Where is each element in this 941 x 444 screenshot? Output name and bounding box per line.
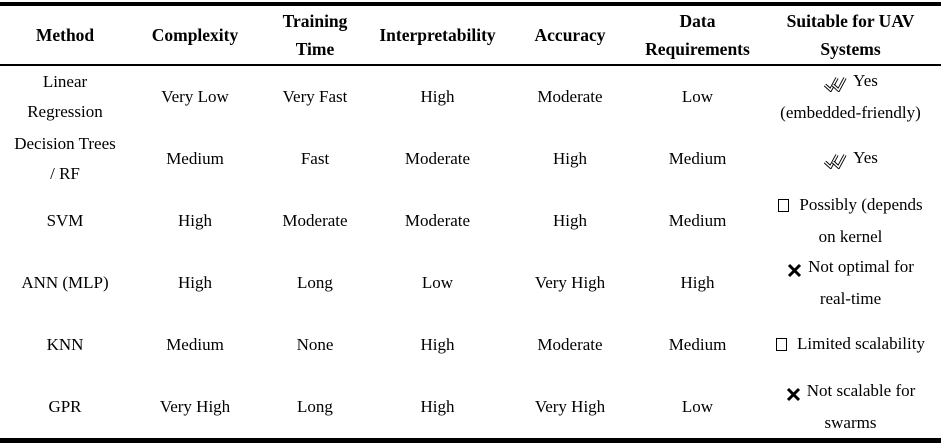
uav-suitability-line: (embedded-friendly) [762, 98, 939, 128]
cell-interpretability: Moderate [404, 211, 471, 230]
cell-accuracy: High [553, 211, 587, 230]
cell-data-requirements: Medium [668, 149, 727, 168]
method-name-line: Regression [27, 102, 103, 121]
cell-method: KNN [0, 314, 130, 376]
missing-glyph-box-icon [776, 331, 791, 361]
method-name-line: Decision Trees [14, 134, 116, 153]
cell-training-time: Long [297, 397, 333, 416]
uav-suitability-line: Limited scalability [762, 329, 939, 361]
table-row: ANN (MLP) High Long Low Very High High Not opt… [0, 252, 941, 314]
cell-accuracy: Very High [534, 397, 606, 416]
column-header-method: Method [0, 4, 130, 66]
cell-complexity: Medium [166, 335, 224, 354]
uav-suitability-text: Limited scalability [797, 334, 925, 353]
cell-data-requirements: Medium [668, 335, 727, 354]
cell-uav-suitability: Not optimal for real-time [760, 252, 941, 314]
header-row: Method Complexity Training Time Interpretab… [0, 4, 941, 66]
column-header-accuracy: Accuracy [505, 4, 635, 66]
table-header: Method Complexity Training Time Interpretab… [0, 4, 941, 66]
method-name-line: GPR [48, 397, 82, 416]
uav-suitability-text: Not scalable for [806, 381, 916, 400]
uav-suitability-line: Possibly (depends [762, 190, 939, 222]
cell-uav-suitability: Not scalable for swarms [760, 376, 941, 441]
uav-suitability-line: swarms [762, 408, 939, 438]
uav-suitability-text: swarms [824, 413, 877, 432]
cross-icon [787, 254, 802, 284]
cell-data-requirements: Low [681, 397, 714, 416]
uav-suitability-text: Yes [853, 71, 878, 90]
uav-suitability-text: on kernel [818, 227, 883, 246]
cell-data-requirements: Low [681, 87, 714, 106]
uav-suitability-text: Yes [853, 148, 878, 167]
cell-training-time: None [296, 335, 334, 354]
double-check-icon [823, 68, 847, 98]
column-header-interpretability: Interpretability [370, 4, 505, 66]
cell-accuracy: Moderate [537, 335, 603, 354]
double-check-icon [823, 145, 847, 175]
cell-uav-suitability: Yes [760, 128, 941, 190]
cell-interpretability: High [420, 335, 455, 354]
cell-method: SVM [0, 190, 130, 252]
cell-complexity: High [178, 211, 212, 230]
method-name-line: / RF [50, 164, 80, 183]
method-name-line: Linear [42, 72, 88, 91]
uav-suitability-line: Yes [762, 143, 939, 175]
table-row: GPR Very High Long High Very High Low Not scal… [0, 376, 941, 441]
uav-suitability-text: (embedded-friendly) [780, 103, 921, 122]
cell-uav-suitability: Limited scalability [760, 314, 941, 376]
uav-suitability-line: Yes [762, 66, 939, 98]
method-name-line: SVM [46, 211, 84, 230]
missing-glyph-box-icon [778, 192, 793, 222]
method-name-line: KNN [46, 335, 84, 354]
cell-method: ANN (MLP) [0, 252, 130, 314]
uav-suitability-text: Possibly (depends [799, 195, 923, 214]
cell-complexity: Very High [159, 397, 231, 416]
cell-training-time: Long [297, 273, 333, 292]
table-row: KNN Medium None High Moderate Medium Limited s… [0, 314, 941, 376]
column-header-complexity: Complexity [130, 4, 260, 66]
table-row: Linear Regression Very Low Very Fast High Mod… [0, 65, 941, 128]
cell-accuracy: Very High [534, 273, 606, 292]
cell-complexity: High [178, 273, 212, 292]
cell-complexity: Very Low [161, 87, 229, 106]
uav-suitability-line: Not scalable for [762, 376, 939, 408]
cell-uav-suitability: Yes (embedded-friendly) [760, 65, 941, 128]
cell-method: GPR [0, 376, 130, 441]
uav-suitability-line: Not optimal for [762, 252, 939, 284]
cell-method: Linear Regression [0, 65, 130, 128]
cell-accuracy: Moderate [537, 87, 603, 106]
cell-training-time: Fast [300, 149, 330, 168]
table-row: SVM High Moderate Moderate High Medium Possibl… [0, 190, 941, 252]
cell-complexity: Medium [166, 149, 224, 168]
cell-data-requirements: Medium [668, 211, 727, 230]
cell-interpretability: High [420, 397, 455, 416]
table-row: Decision Trees / RF Medium Fast Moderate High… [0, 128, 941, 190]
uav-suitability-text: real-time [819, 289, 882, 308]
cell-interpretability: High [420, 87, 455, 106]
table-body: Linear Regression Very Low Very Fast High Mod… [0, 65, 941, 441]
column-header-training_time: Training Time [260, 4, 370, 66]
cell-interpretability: Low [421, 273, 454, 292]
cell-training-time: Very Fast [282, 87, 348, 106]
cell-accuracy: High [553, 149, 587, 168]
column-header-data_requirements: Data Requirements [635, 4, 760, 66]
cross-icon [786, 378, 801, 408]
cell-uav-suitability: Possibly (depends on kernel [760, 190, 941, 252]
uav-suitability-line: real-time [762, 284, 939, 314]
uav-suitability-line: on kernel [762, 222, 939, 252]
method-name-line: ANN (MLP) [21, 273, 109, 292]
uav-suitability-text: Not optimal for [808, 257, 914, 276]
cell-data-requirements: High [680, 273, 715, 292]
cell-interpretability: Moderate [404, 149, 471, 168]
cell-method: Decision Trees / RF [0, 128, 130, 190]
column-header-uav_suitability: Suitable for UAV Systems [760, 4, 941, 66]
cell-training-time: Moderate [282, 211, 348, 230]
